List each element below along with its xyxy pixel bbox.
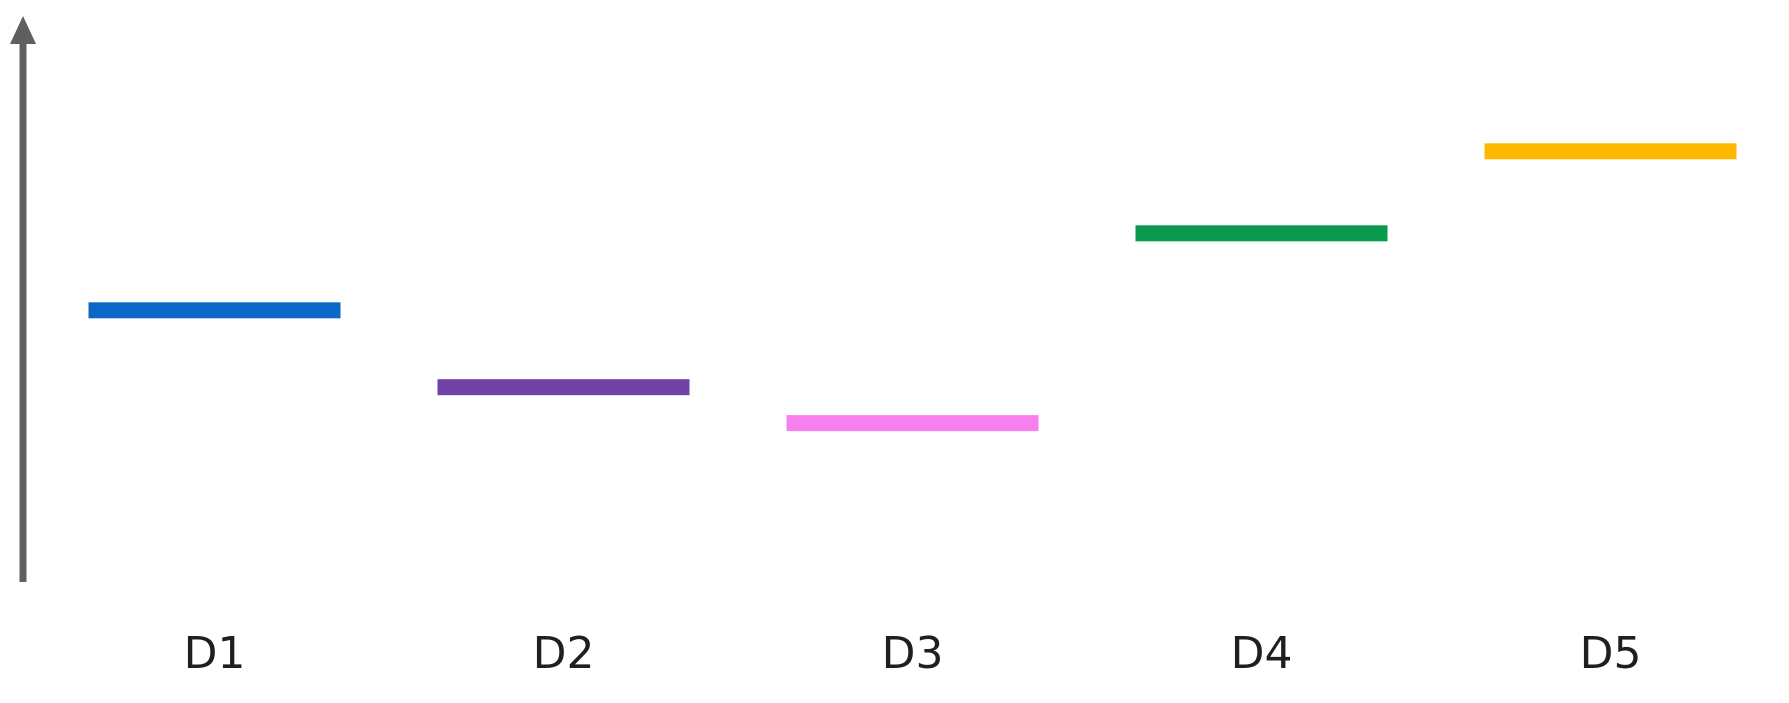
x-tick-label-d4: D4 [1231, 628, 1293, 679]
level-marker-d5 [1484, 143, 1737, 160]
level-markers-group [88, 143, 1737, 432]
y-axis-arrowhead [10, 16, 36, 44]
level-marker-d4 [1135, 225, 1388, 242]
y-axis-group [10, 16, 36, 582]
level-marker-d1 [88, 302, 341, 319]
level-marker-d2 [437, 379, 690, 396]
x-tick-label-d3: D3 [882, 628, 944, 679]
x-tick-label-d2: D2 [533, 628, 595, 679]
x-tick-label-d1: D1 [184, 628, 246, 679]
x-tick-label-d5: D5 [1580, 628, 1642, 679]
category-labels-group: D1 D2 D3 D4 D5 [184, 628, 1642, 679]
level-marker-d3 [786, 415, 1039, 432]
